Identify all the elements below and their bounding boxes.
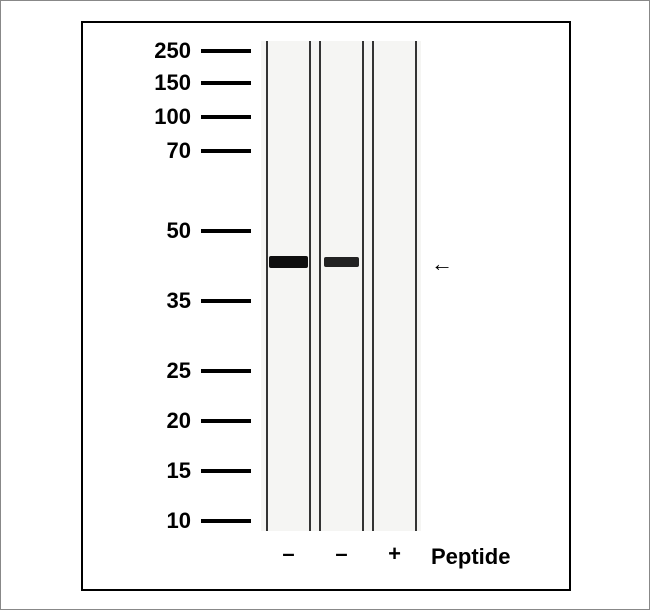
protein-band [324, 257, 359, 267]
ladder-value: 20 [131, 408, 191, 434]
ladder-mark: 150 [101, 73, 251, 93]
ladder-mark: 100 [101, 107, 251, 127]
blot-lane [266, 41, 311, 531]
ladder-value: 15 [131, 458, 191, 484]
ladder-tick [201, 49, 251, 53]
western-blot-figure: 25015010070503525201510 ← Peptide ––+ [0, 0, 650, 610]
ladder-mark: 25 [101, 361, 251, 381]
blot-lane [372, 41, 417, 531]
ladder-value: 10 [131, 508, 191, 534]
ladder-mark: 35 [101, 291, 251, 311]
blot-lane [319, 41, 364, 531]
ladder-mark: 20 [101, 411, 251, 431]
ladder-mark: 10 [101, 511, 251, 531]
ladder-tick [201, 369, 251, 373]
ladder-value: 50 [131, 218, 191, 244]
ladder-value: 25 [131, 358, 191, 384]
ladder-tick [201, 299, 251, 303]
ladder-tick [201, 149, 251, 153]
ladder-value: 150 [131, 70, 191, 96]
ladder-mark: 15 [101, 461, 251, 481]
ladder-mark: 250 [101, 41, 251, 61]
ladder-tick [201, 115, 251, 119]
ladder-value: 100 [131, 104, 191, 130]
ladder-tick [201, 229, 251, 233]
ladder-mark: 50 [101, 221, 251, 241]
lane-peptide-sign: + [380, 541, 410, 567]
ladder-tick [201, 81, 251, 85]
protein-band [269, 256, 308, 268]
ladder-value: 70 [131, 138, 191, 164]
blot-membrane [261, 41, 421, 531]
ladder-value: 35 [131, 288, 191, 314]
lane-peptide-sign: – [327, 541, 357, 567]
molecular-weight-ladder: 250 150 100 70 50 35 25 20 15 10 [101, 41, 251, 531]
band-indicator-arrow: ← [431, 251, 453, 277]
ladder-mark: 70 [101, 141, 251, 161]
peptide-label: Peptide [431, 544, 510, 570]
ladder-tick [201, 469, 251, 473]
ladder-tick [201, 519, 251, 523]
ladder-tick [201, 419, 251, 423]
ladder-value: 250 [131, 38, 191, 64]
lane-peptide-sign: – [274, 541, 304, 567]
